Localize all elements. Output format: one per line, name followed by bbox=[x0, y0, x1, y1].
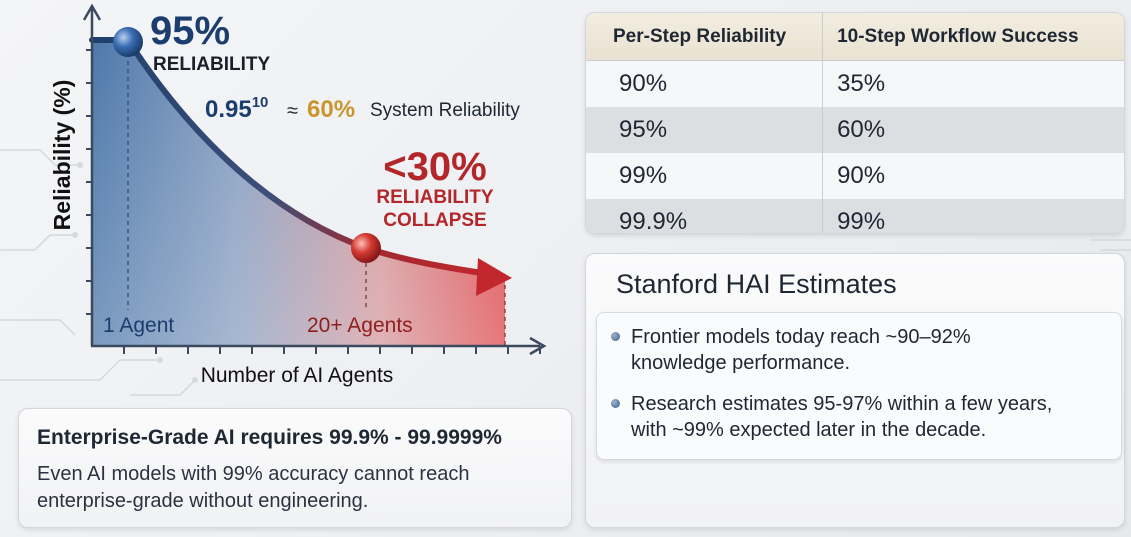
list-item: Frontier models today reach ~90–92% know… bbox=[611, 324, 1121, 376]
start-point-marker bbox=[113, 27, 143, 57]
bullet-icon bbox=[611, 399, 620, 408]
x-axis-arrow bbox=[529, 336, 547, 356]
table-header-row: Per-Step Reliability 10-Step Workflow Su… bbox=[586, 13, 1124, 61]
end-point-marker bbox=[351, 233, 381, 263]
y-axis-arrow bbox=[82, 3, 102, 21]
header-per-step: Per-Step Reliability bbox=[586, 13, 823, 61]
reliability-table-panel: Per-Step Reliability 10-Step Workflow Su… bbox=[585, 12, 1125, 234]
table-row: 95% 60% bbox=[586, 107, 1124, 153]
table-cell: 99% bbox=[586, 153, 823, 199]
header-workflow-success: 10-Step Workflow Success bbox=[822, 13, 1124, 61]
table-cell: 99% bbox=[822, 199, 1124, 233]
y-axis-ticks bbox=[86, 49, 92, 315]
reliability-decay-chart: Reliability (%) Number of AI Agents 95% … bbox=[49, 3, 547, 387]
formula-approx: ≈ bbox=[287, 100, 298, 122]
stanford-estimates-panel: Stanford HAI Estimates Frontier models t… bbox=[585, 253, 1125, 528]
table-row: 99.9% 99% bbox=[586, 199, 1124, 233]
end-caption-line2: COLLAPSE bbox=[383, 210, 486, 231]
stanford-title: Stanford HAI Estimates bbox=[616, 269, 897, 299]
start-caption: RELIABILITY bbox=[153, 54, 270, 75]
enterprise-body: Even AI models with 99% accuracy cannot … bbox=[37, 461, 557, 515]
table-cell: 99.9% bbox=[586, 199, 823, 233]
formula-suffix: System Reliability bbox=[370, 100, 520, 121]
y-axis-label: Reliability (%) bbox=[49, 80, 75, 231]
end-caption-line1: RELIABILITY bbox=[376, 187, 493, 208]
formula-base: 0.9510 bbox=[205, 94, 268, 123]
x-axis-ticks bbox=[123, 346, 541, 354]
start-value-label: 95% bbox=[150, 9, 230, 53]
table-cell: 35% bbox=[822, 60, 1124, 107]
table-cell: 60% bbox=[822, 107, 1124, 153]
bullet-line: with ~99% expected later in the decade. bbox=[631, 419, 987, 441]
stanford-bullet-list: Frontier models today reach ~90–92% know… bbox=[596, 312, 1122, 460]
table-cell: 95% bbox=[586, 107, 823, 153]
start-x-label: 1 Agent bbox=[103, 314, 174, 337]
bullet-line: Frontier models today reach ~90–92% bbox=[631, 326, 971, 348]
bullet-icon bbox=[611, 332, 620, 341]
bullet-line: knowledge performance. bbox=[631, 352, 851, 374]
table-row: 90% 35% bbox=[586, 60, 1124, 107]
table-row: 99% 90% bbox=[586, 153, 1124, 199]
curve-arrowhead bbox=[476, 258, 512, 296]
reliability-curve bbox=[89, 37, 491, 277]
reliability-table: Per-Step Reliability 10-Step Workflow Su… bbox=[586, 13, 1124, 233]
enterprise-body-line: enterprise-grade without engineering. bbox=[37, 490, 369, 512]
bullet-line: Research estimates 95-97% within a few y… bbox=[631, 393, 1053, 415]
enterprise-body-line: Even AI models with 99% accuracy cannot … bbox=[37, 463, 470, 485]
end-value-label: <30% bbox=[383, 145, 486, 189]
formula-result: 60% bbox=[307, 96, 355, 123]
enterprise-title: Enterprise-Grade AI requires 99.9% - 99.… bbox=[37, 426, 502, 449]
table-cell: 90% bbox=[822, 153, 1124, 199]
end-x-label: 20+ Agents bbox=[307, 314, 413, 337]
table-cell: 90% bbox=[586, 60, 823, 107]
list-item: Research estimates 95-97% within a few y… bbox=[611, 391, 1121, 443]
x-axis-label: Number of AI Agents bbox=[201, 364, 394, 387]
enterprise-grade-panel: Enterprise-Grade AI requires 99.9% - 99.… bbox=[18, 408, 572, 528]
